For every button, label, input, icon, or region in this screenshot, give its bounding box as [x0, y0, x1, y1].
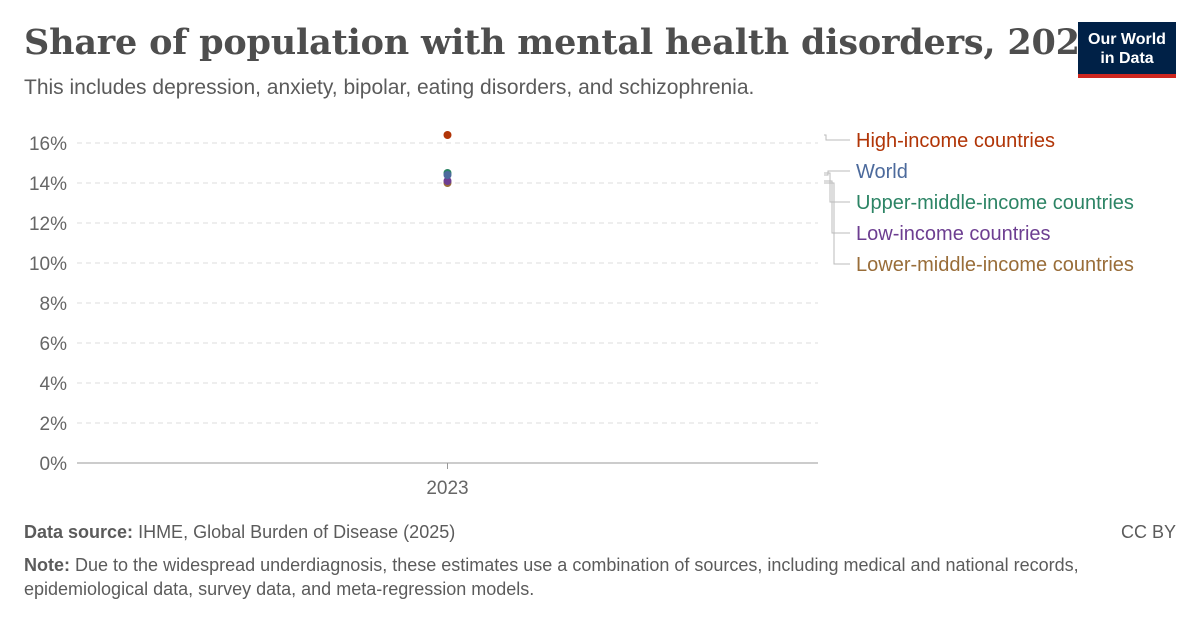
data-point — [443, 171, 452, 179]
chart-subtitle: This includes depression, anxiety, bipol… — [24, 76, 755, 99]
legend-label: High-income countries — [856, 130, 1055, 152]
y-tick-label: 12% — [29, 214, 67, 235]
legend-connector — [824, 134, 850, 141]
y-tick-label: 16% — [29, 134, 67, 155]
source-label: Data source: — [24, 522, 134, 542]
y-tick-label: 6% — [40, 334, 68, 355]
legend-connector — [824, 182, 850, 265]
legend-connectors — [824, 134, 850, 265]
y-tick-label: 0% — [40, 454, 68, 475]
legend-label: Lower-middle-income countries — [856, 254, 1134, 276]
legend-label: Upper-middle-income countries — [856, 192, 1134, 214]
chart-area: 0% 2% 4% 6% 8% 10% 12% 14% 16% 2023 High-income … — [29, 130, 1134, 499]
data-points — [443, 131, 452, 187]
legend-label: World — [856, 161, 908, 183]
y-tick-label: 10% — [29, 254, 67, 275]
x-tick-label: 2023 — [426, 478, 468, 499]
y-tick-label: 2% — [40, 414, 68, 435]
logo-line-1: Our World — [1088, 31, 1166, 48]
data-point — [443, 177, 452, 185]
legend-connector — [824, 180, 850, 234]
legend-connector — [824, 172, 850, 203]
y-tick-label: 14% — [29, 174, 67, 195]
owid-logo[interactable]: Our World in Data — [1078, 22, 1176, 78]
y-tick-label: 4% — [40, 374, 68, 395]
chart-title: Share of population with mental health d… — [24, 22, 1104, 63]
y-axis-ticks: 0% 2% 4% 6% 8% 10% 12% 14% 16% — [29, 134, 67, 475]
note-text: Due to the widespread underdiagnosis, th… — [24, 555, 1079, 599]
note: Note: Due to the widespread underdiagnos… — [24, 553, 1164, 601]
legend: High-income countries World Upper-middle-i… — [856, 130, 1134, 276]
note-label: Note: — [24, 555, 70, 575]
source-text[interactable]: IHME, Global Burden of Disease (2025) — [138, 522, 456, 542]
x-axis: 2023 — [77, 462, 818, 499]
logo-line-2: in Data — [1100, 50, 1154, 67]
data-source: Data source: IHME, Global Burden of Dise… — [24, 522, 455, 543]
data-point — [443, 131, 452, 139]
legend-label: Low-income countries — [856, 223, 1051, 245]
license[interactable]: CC BY — [1120, 522, 1176, 542]
y-tick-label: 8% — [40, 294, 68, 315]
